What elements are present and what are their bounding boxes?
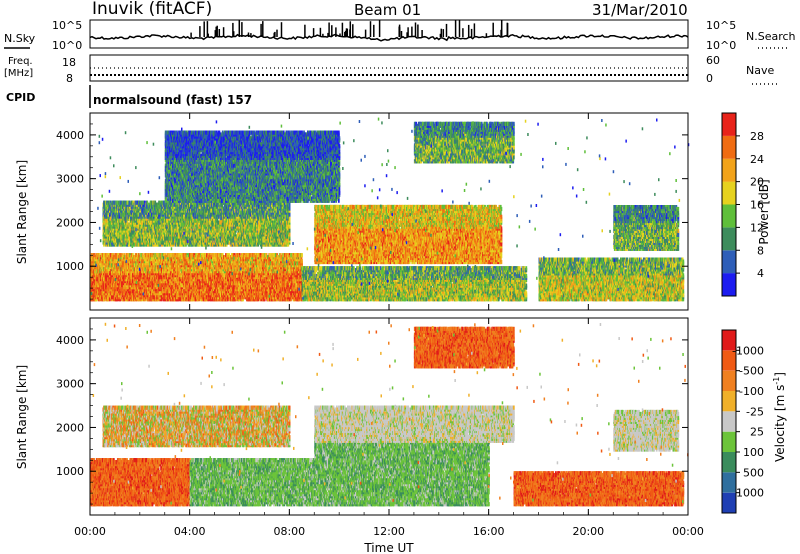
nave-tick-low: 0 bbox=[706, 72, 713, 85]
freq-tick-low: 8 bbox=[66, 72, 73, 85]
nsearch-label: N.Search bbox=[746, 30, 796, 43]
freq-unit-label: [MHz] bbox=[4, 68, 33, 79]
nave-label: Nave bbox=[746, 64, 774, 77]
freq-label: Freq. bbox=[8, 56, 33, 67]
date-title: 31/Mar/2010 bbox=[592, 1, 688, 19]
cpid-text: normalsound (fast) 157 bbox=[93, 93, 252, 107]
beam-title: Beam 01 bbox=[354, 1, 421, 19]
nsky-tick-high: 10^5 bbox=[52, 19, 82, 32]
nsky-label: N.Sky bbox=[4, 32, 36, 45]
nave-tick-high: 60 bbox=[706, 54, 720, 67]
nsearch-tick-high: 10^5 bbox=[706, 19, 736, 32]
radar-plot: Inuvik (fitACF) Beam 01 31/Mar/2010 N.Sk… bbox=[0, 0, 800, 554]
nsky-panel bbox=[90, 20, 688, 48]
nsky-spikes bbox=[191, 20, 508, 37]
nsky-trace bbox=[90, 35, 688, 41]
freq-tick-high: 18 bbox=[62, 56, 76, 69]
cpid-label: CPID bbox=[6, 91, 35, 104]
heatmap-cell bbox=[120, 295, 122, 299]
power-cells bbox=[90, 118, 689, 302]
station-title: Inuvik (fitACF) bbox=[92, 0, 212, 19]
nsearch-tick-low: 10^0 bbox=[706, 39, 736, 52]
nsky-tick-low: 10^0 bbox=[52, 39, 82, 52]
